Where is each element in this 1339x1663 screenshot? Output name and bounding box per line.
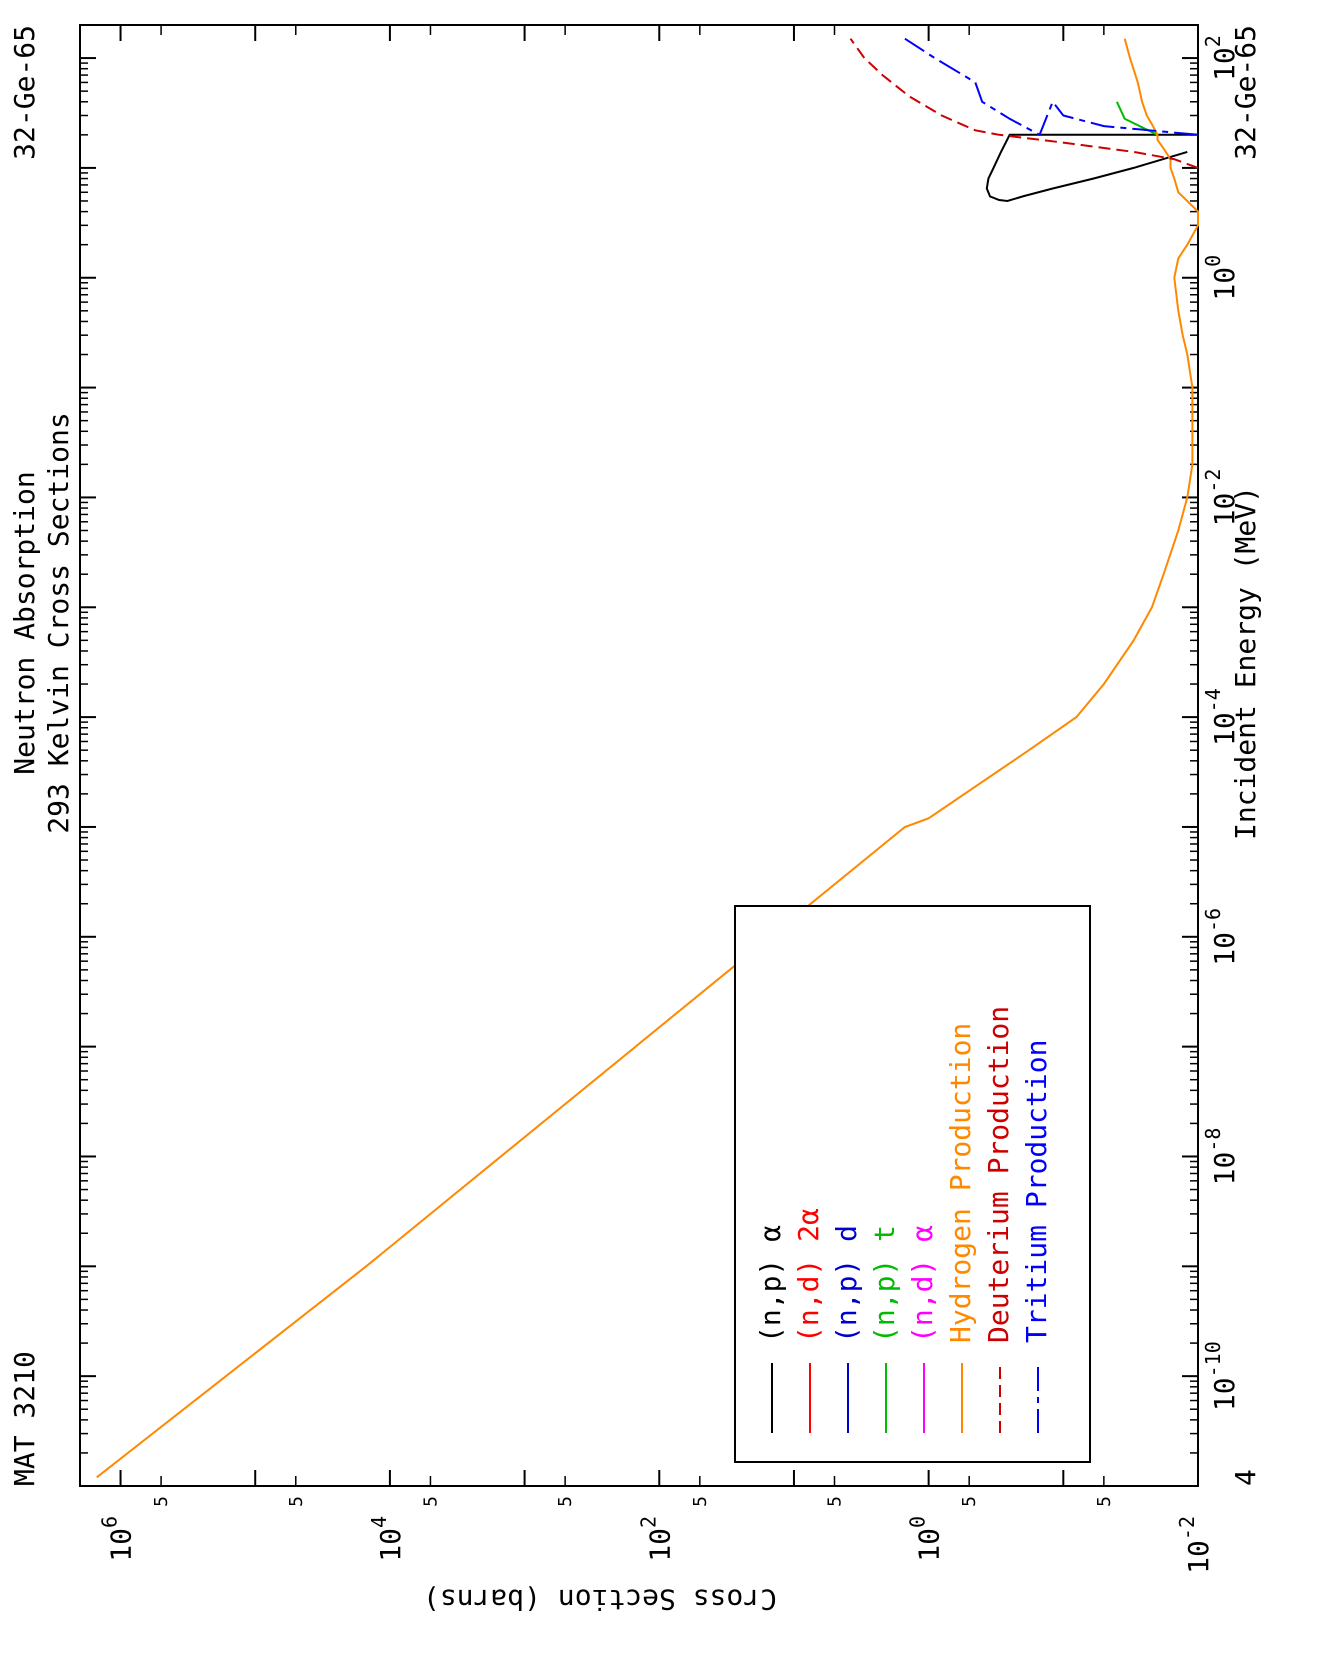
series-layer xyxy=(96,37,1199,1479)
legend-entry-2: (n,p) d xyxy=(830,1225,863,1343)
series-line-0 xyxy=(985,133,1198,203)
legend: (n,p) α(n,d) 2α(n,p) d(n,p) t(n,d) α Hydr… xyxy=(754,1006,1053,1433)
y-tick-label: 102 xyxy=(636,1516,676,1562)
x-tick-label: 10-4 xyxy=(1201,688,1241,746)
y-minor-label: 5 xyxy=(690,1496,711,1507)
chart-subtitle: 293 Kelvin Cross Sections xyxy=(42,412,75,833)
legend-entry-7: Tritium Production xyxy=(1020,1040,1053,1343)
chart-title: Neutron Absorption xyxy=(8,471,41,774)
y-tick-label: 104 xyxy=(367,1516,407,1562)
series-line-6 xyxy=(849,38,1199,169)
x-tick-label: 100 xyxy=(1201,255,1241,301)
y-minor-label: 5 xyxy=(286,1496,307,1507)
y-axis-label: Cross Section (barns) xyxy=(423,1583,777,1616)
x-tick-label: 10-2 xyxy=(1201,469,1241,527)
material-label: MAT 3210 xyxy=(8,1351,41,1486)
series-line-5 xyxy=(96,38,1199,1479)
series-line-7 xyxy=(904,37,1199,137)
y-minor-label: 5 xyxy=(555,1496,576,1507)
y-tick-label: 100 xyxy=(906,1516,946,1562)
x-axis-ticks: 10-10 10-8 10-6 10-4 10-2 100 102 xyxy=(80,24,1241,1487)
y-minor-label: 5 xyxy=(420,1496,441,1507)
y-minor-label: 5 xyxy=(151,1496,172,1507)
y-minor-label: 5 xyxy=(959,1496,980,1507)
legend-entry-0: (n,p) α xyxy=(754,1225,787,1343)
isotope-label-right: 32-Ge-65 xyxy=(1229,25,1262,160)
legend-box xyxy=(734,905,1091,1463)
isotope-label-top: 32-Ge-65 xyxy=(8,25,41,160)
x-tick-label: 10-6 xyxy=(1201,908,1241,966)
x-axis-label: Incident Energy (MeV) xyxy=(1229,486,1262,840)
x-tick-label: 102 xyxy=(1201,35,1241,81)
plot-frame xyxy=(79,24,1199,1487)
temperature-code: 4 xyxy=(1229,1469,1262,1486)
y-axis-ticks: 5 5 5 5 5 5 5 5 106 104 102 100 10-2 xyxy=(98,25,1215,1574)
x-tick-label: 10-8 xyxy=(1201,1128,1241,1186)
legend-entry-6: Deuterium Production xyxy=(982,1006,1015,1343)
legend-entry-5: Hydrogen Production xyxy=(944,1023,977,1343)
legend-entry-1: (n,d) 2α xyxy=(792,1208,825,1343)
y-minor-label: 5 xyxy=(1094,1496,1115,1507)
legend-entry-3: (n,p) t xyxy=(868,1225,901,1343)
y-tick-label: 10-2 xyxy=(1175,1516,1215,1574)
x-tick-label: 10-10 xyxy=(1201,1341,1241,1411)
legend-entry-4: (n,d) α xyxy=(906,1225,939,1343)
y-tick-label: 106 xyxy=(98,1516,138,1562)
y-minor-label: 5 xyxy=(824,1496,845,1507)
